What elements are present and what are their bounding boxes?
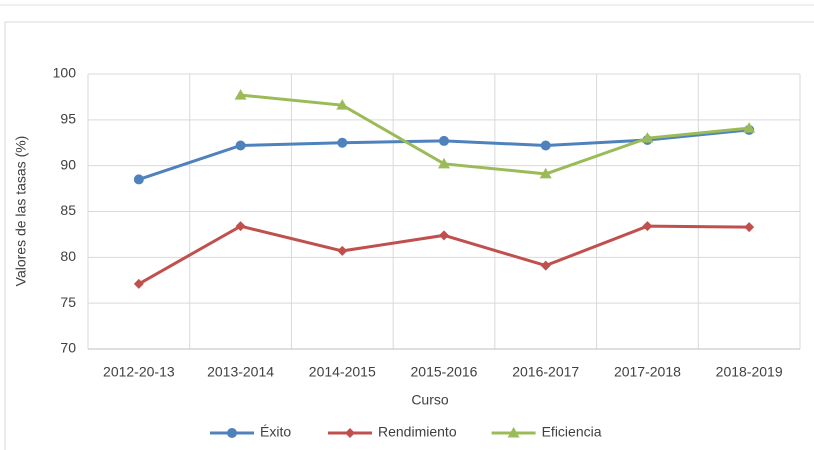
x-tick-label: 2014-2015 (309, 364, 376, 380)
marker (133, 174, 144, 185)
y-tick-label: 90 (60, 156, 76, 172)
y-axis-label: Valores de las tasas (%) (13, 136, 29, 287)
x-tick-label: 2018-2019 (716, 364, 783, 380)
marker (336, 99, 349, 110)
y-tick-label: 85 (60, 202, 76, 218)
marker (540, 140, 551, 151)
marker (743, 122, 756, 133)
marker (345, 428, 355, 438)
marker (133, 278, 144, 289)
y-tick-label: 75 (60, 294, 76, 310)
marker (641, 132, 654, 143)
series-line (240, 93, 750, 176)
y-tick-label: 80 (60, 248, 76, 264)
y-tick-label: 100 (53, 65, 77, 81)
y-tick-label: 95 (60, 111, 76, 127)
x-tick-label: 2016-2017 (512, 364, 579, 380)
x-axis-label: Curso (411, 392, 449, 408)
marker (337, 137, 348, 148)
marker (235, 140, 246, 151)
legend-label: Rendimiento (378, 424, 457, 440)
marker (235, 221, 246, 232)
marker (439, 135, 449, 146)
marker (507, 427, 520, 438)
marker (227, 428, 237, 438)
x-tick-label: 2013-2014 (207, 364, 274, 380)
marker (337, 245, 348, 256)
marker (744, 222, 755, 233)
marker (540, 260, 551, 271)
marker (439, 230, 449, 241)
marker (539, 167, 552, 179)
marker (642, 221, 653, 232)
marker (438, 157, 450, 169)
marker (234, 89, 247, 100)
x-tick-label: 2015-2016 (411, 364, 478, 380)
y-tick-label: 70 (60, 340, 76, 356)
legend-label: Éxito (260, 424, 291, 440)
chart-frame (4, 21, 814, 450)
x-tick-label: 2017-2018 (614, 364, 681, 380)
x-tick-label: 2012-20-13 (103, 364, 175, 380)
legend-label: Eficiencia (542, 424, 602, 440)
